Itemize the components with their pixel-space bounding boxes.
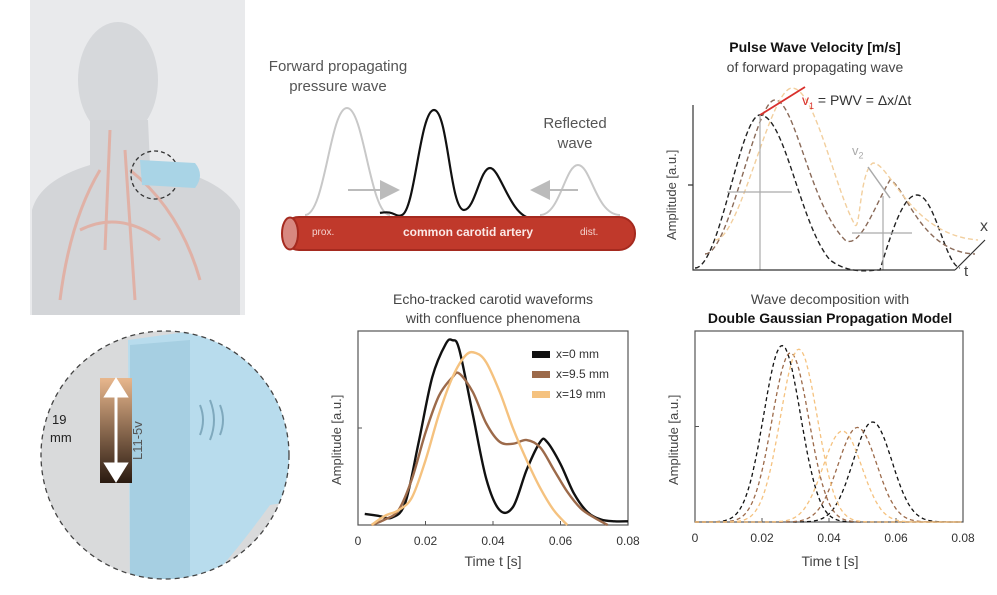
echo-xtick-label: 0.02: [414, 534, 438, 548]
legend-label: x=9.5 mm: [556, 367, 610, 381]
forward-label-1: Forward propagating: [268, 58, 408, 75]
decomp-plot-frame: [694, 330, 964, 523]
echo-xtick-label: 0.04: [481, 534, 505, 548]
reflected-wave: [539, 163, 621, 216]
echo-xtick-label: 0.08: [616, 534, 640, 548]
legend-label: x=0 mm: [556, 347, 600, 361]
forward-label-2: pressure wave: [289, 78, 387, 95]
decomp-gaussian-1-0: [695, 352, 962, 523]
dist-label: dist.: [580, 227, 599, 238]
decomp-gaussian-2-1: [695, 430, 962, 523]
legend-item: x=0 mm: [532, 344, 609, 364]
decomp-gaussian-2-0: [695, 348, 962, 523]
decomp-ylabel: Amplitude [a.u.]: [666, 394, 681, 485]
v2-text: v: [852, 143, 859, 158]
echo-series-line-2: [370, 350, 569, 526]
echo-xtick-label: 0.06: [549, 534, 573, 548]
equation: = PWV = Δx/Δt: [814, 92, 912, 108]
legend-item: x=19 mm: [532, 384, 609, 404]
prox-label: prox.: [312, 227, 335, 238]
reflected-label-2: wave: [557, 135, 593, 152]
pwv-subtitle: of forward propagating wave: [726, 59, 904, 75]
artery-label: common carotid artery: [402, 225, 534, 239]
v1-slope-line: [759, 86, 806, 116]
depth-unit: mm: [50, 430, 72, 445]
decomp-title-1: Wave decomposition with: [750, 291, 910, 307]
echo-series-line-1: [371, 371, 609, 527]
echo-title-2: with confluence phenomena: [405, 310, 581, 326]
v2-sub: 2: [858, 150, 864, 161]
x-axis-label: x: [980, 218, 988, 235]
legend-label: x=19 mm: [556, 387, 606, 401]
legend-swatch: [532, 390, 550, 398]
human-torso-illustration: [30, 0, 245, 315]
pwv-axes: [688, 105, 986, 271]
echo-legend: x=0 mm x=9.5 mm x=19 mm: [532, 344, 609, 404]
echo-xlabel: Time t [s]: [464, 553, 522, 569]
decomp-xtick-label: 0.08: [951, 531, 975, 545]
echo-xtick-label: 0: [355, 534, 362, 548]
probe-inset-circle: [40, 330, 290, 580]
v2-slope-line: [867, 166, 891, 199]
v1-label: v: [802, 92, 809, 108]
legend-item: x=9.5 mm: [532, 364, 609, 384]
decomp-xtick-label: 0.06: [884, 531, 908, 545]
echo-series-line-0: [364, 338, 629, 523]
echo-title-1: Echo-tracked carotid waveforms: [393, 291, 593, 307]
decomp-xtick-label: 0.02: [750, 531, 774, 545]
pwv-title: Pulse Wave Velocity [m/s]: [729, 39, 901, 55]
v1-equation: v1 = PWV = Δx/Δt: [802, 92, 911, 111]
decomp-title-2: Double Gaussian Propagation Model: [707, 310, 953, 326]
decomp-gaussian-1-1: [695, 426, 962, 523]
reflected-label-1: Reflected: [543, 115, 607, 132]
legend-swatch: [532, 350, 550, 358]
decomp-xtick-label: 0.04: [817, 531, 841, 545]
double-arrow-icon: [103, 377, 129, 483]
legend-swatch: [532, 370, 550, 378]
decomp-xlabel: Time t [s]: [801, 553, 859, 569]
t-axis-label: t: [964, 263, 969, 280]
carotid-artery: [281, 216, 636, 251]
decomp-xtick-label: 0: [692, 531, 699, 545]
decomp-gaussian-0-0: [695, 344, 962, 523]
v2-label: v2: [852, 143, 864, 161]
measured-wave: [379, 108, 540, 220]
depth-value: 19: [52, 412, 67, 427]
v1-sub: 1: [809, 100, 815, 111]
